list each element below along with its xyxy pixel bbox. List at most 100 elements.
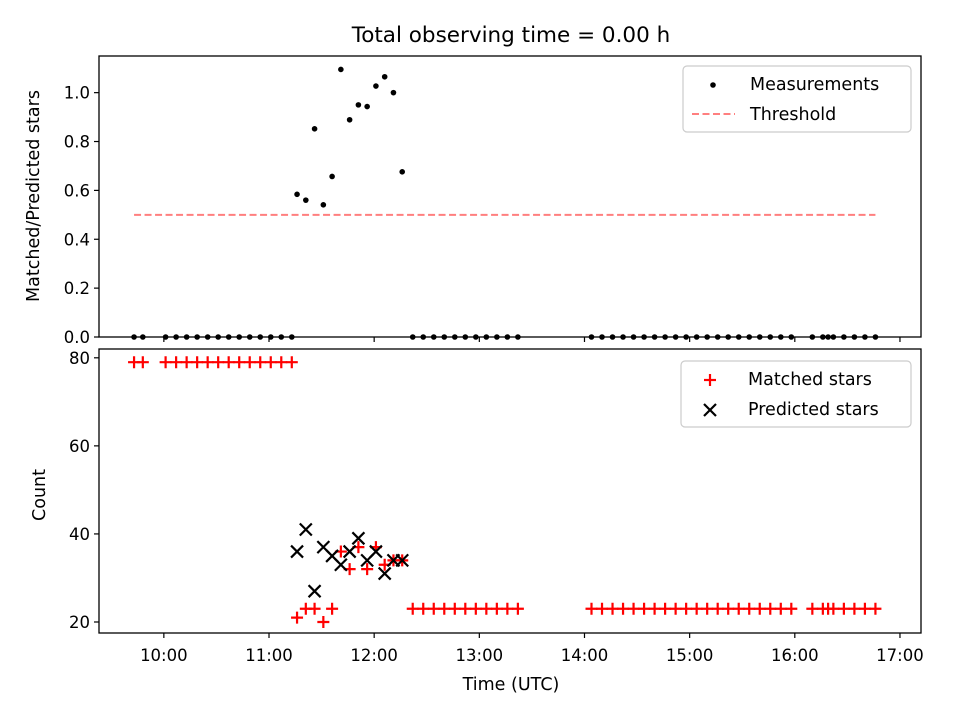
y-tick-label: 20 — [69, 613, 90, 632]
matched-point — [627, 602, 640, 615]
plot-frame-ratio — [98, 55, 922, 338]
matched-point — [774, 602, 787, 615]
predicted-point — [395, 553, 409, 568]
matched-point — [659, 602, 672, 615]
y-tick-label: 0.6 — [64, 181, 90, 200]
matched-point — [848, 602, 861, 615]
x-tick-label: 17:00 — [876, 646, 924, 665]
matched-point — [827, 602, 840, 615]
matched-point — [317, 615, 330, 628]
y-tick-label: 80 — [69, 349, 90, 368]
y-axis-label-ratio: Matched/Predicted stars — [24, 90, 44, 302]
legend-label-measurements: Measurements — [750, 75, 879, 95]
x-tick-label: 16:00 — [771, 646, 819, 665]
matched-point — [191, 356, 204, 369]
matched-point — [511, 602, 524, 615]
matched-point — [459, 602, 472, 615]
matched-point — [159, 356, 172, 369]
x-axis-label: Time (UTC) — [462, 675, 560, 695]
matched-point — [254, 356, 267, 369]
y-tick-label: 0.4 — [64, 230, 90, 249]
data-point — [329, 173, 335, 180]
y-tick-label: 60 — [69, 437, 90, 456]
data-point — [390, 89, 397, 96]
predicted-point — [351, 531, 366, 546]
x-tick-label: 14:00 — [561, 646, 609, 665]
y-tick-label: 0.0 — [64, 328, 90, 347]
matched-point — [753, 602, 766, 615]
matched-point — [438, 602, 451, 615]
matched-point — [180, 356, 193, 369]
y-tick-label: 1.0 — [64, 84, 90, 103]
matched-point — [275, 356, 288, 369]
matched-point — [285, 356, 298, 369]
matched-point — [806, 602, 819, 615]
matched-point — [501, 602, 514, 615]
matched-point — [680, 602, 693, 615]
matched-point — [785, 602, 798, 615]
matched-point — [606, 602, 619, 615]
predicted-point — [369, 544, 383, 559]
legend-count: Matched stars Predicted stars — [680, 360, 912, 428]
matched-point — [406, 602, 419, 615]
predicted-point — [342, 544, 357, 559]
matched-point — [585, 602, 598, 615]
legend-label-threshold: Threshold — [749, 105, 836, 125]
data-point — [303, 197, 309, 203]
data-point — [381, 73, 388, 80]
x-tick-label: 15:00 — [666, 646, 714, 665]
data-point — [399, 169, 406, 175]
predicted-point — [299, 522, 313, 537]
y-tick-label: 0.8 — [64, 133, 90, 152]
matched-point — [222, 356, 235, 369]
x-tick-label: 10:00 — [140, 646, 188, 665]
matched-point — [427, 602, 440, 615]
matched-point — [701, 602, 714, 615]
legend-marker-matched — [704, 374, 716, 386]
matched-point — [669, 602, 682, 615]
matched-point — [743, 602, 756, 615]
matched-point — [448, 602, 461, 615]
matched-point — [243, 356, 256, 369]
legend-label-predicted: Predicted stars — [748, 400, 879, 420]
matched-point — [648, 602, 661, 615]
predicted-point — [334, 557, 348, 572]
matched-point — [764, 602, 777, 615]
matched-point — [732, 602, 745, 615]
matched-point — [617, 602, 630, 615]
matched-point — [722, 602, 735, 615]
data-point — [355, 102, 362, 108]
matched-point — [490, 602, 503, 615]
matched-point — [690, 602, 703, 615]
data-point — [373, 83, 379, 89]
legend-marker-measurements — [710, 82, 716, 88]
data-point — [320, 202, 327, 208]
data-point — [346, 116, 353, 123]
matched-point — [233, 356, 246, 369]
matched-point — [417, 602, 430, 615]
predicted-point — [377, 566, 392, 581]
matched-point — [170, 356, 183, 369]
data-point — [294, 191, 300, 198]
y-axis-label-count: Count — [30, 469, 50, 521]
legend-label-matched: Matched stars — [748, 370, 872, 390]
legend-ratio: Measurements Threshold — [682, 65, 912, 133]
predicted-point — [307, 584, 322, 598]
x-tick-label: 13:00 — [456, 646, 504, 665]
chart-title: Total observing time = 0.00 h — [351, 23, 671, 48]
matched-point — [469, 602, 482, 615]
matched-point — [136, 356, 149, 369]
matched-point — [869, 602, 882, 615]
matched-point — [308, 602, 321, 615]
matched-point — [361, 563, 374, 576]
legend-marker-predicted — [703, 403, 717, 417]
matched-point — [596, 602, 609, 615]
matched-point — [326, 602, 339, 615]
y-tick-label: 0.2 — [64, 279, 90, 298]
y-tick-label: 40 — [69, 525, 90, 544]
data-point — [311, 126, 318, 132]
x-tick-label: 12:00 — [350, 646, 398, 665]
matched-point — [858, 602, 871, 615]
plot-frame-count — [98, 348, 922, 634]
